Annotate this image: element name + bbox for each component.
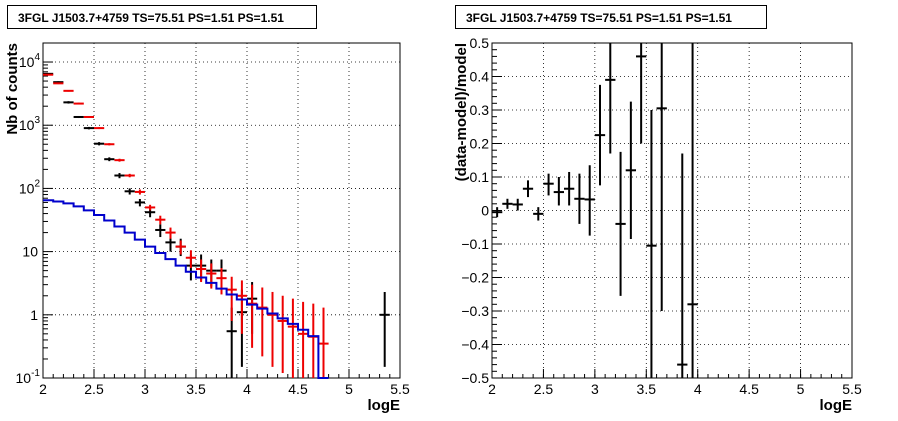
- y-tick-label: 10: [22, 244, 38, 260]
- y-tick-base: 10: [19, 54, 35, 70]
- right-chart-title: 3FGL J1503.7+4759 TS=75.51 PS=1.51 PS=1.…: [455, 5, 767, 29]
- x-axis-label: logE: [368, 397, 401, 414]
- y-tick-label: 0.5: [470, 35, 490, 51]
- x-tick-label: 2: [488, 381, 496, 397]
- y-tick-label: 1: [30, 307, 38, 323]
- left-chart-title: 3FGL J1503.7+4759 TS=75.51 PS=1.51 PS=1.…: [7, 5, 317, 29]
- y-tick-label: −0.3: [461, 303, 489, 319]
- y-tick-label: −0.5: [461, 370, 489, 386]
- y-tick-exponent: 4: [34, 52, 40, 63]
- y-tick-label: −0.2: [461, 270, 489, 286]
- y-tick-base: 10: [16, 370, 32, 386]
- x-tick-label: 4: [694, 381, 702, 397]
- y-tick-label: 103: [19, 115, 41, 133]
- x-tick-label: 5: [345, 381, 353, 397]
- y-tick-label: 0.3: [470, 102, 490, 118]
- y-tick-exponent: -1: [31, 368, 40, 379]
- right-plot: 2 2.5 3 3.5 4 4.5 5 5.5 −0.5 −0.4 −0.3 −0.2 −0.1 0 0.1…: [453, 35, 862, 414]
- x-tick-label: 2: [39, 381, 47, 397]
- x-tick-label: 4: [243, 381, 251, 397]
- plot-frame: [42, 42, 401, 379]
- x-tick-label: 2.5: [534, 381, 554, 397]
- step-line: [43, 199, 329, 379]
- y-tick-label: 0.4: [470, 69, 490, 85]
- y-axis-label: (data-model)/model: [453, 43, 470, 181]
- y-tick-exponent: 3: [34, 115, 40, 126]
- y-tick-base: 10: [19, 117, 35, 133]
- y-tick-base: 10: [19, 180, 35, 196]
- x-tick-label: 3.5: [186, 381, 206, 397]
- y-tick-label: 0.1: [470, 169, 490, 185]
- y-tick-label: 104: [19, 52, 41, 70]
- x-tick-label: 5.5: [390, 381, 410, 397]
- x-tick-label: 3: [141, 381, 149, 397]
- y-tick-label: 0: [481, 203, 489, 219]
- y-tick-exponent: 2: [34, 178, 40, 189]
- x-tick-label: 4.5: [739, 381, 759, 397]
- y-tick-label: 10-1: [16, 368, 41, 386]
- x-tick-label: 3.5: [637, 381, 657, 397]
- x-tick-label: 5: [797, 381, 805, 397]
- x-tick-label: 5.5: [842, 381, 862, 397]
- x-tick-label: 3: [591, 381, 599, 397]
- y-tick-label: −0.1: [461, 236, 489, 252]
- y-tick-label: −0.4: [461, 337, 489, 353]
- y-axis-label: Nb of counts: [4, 43, 21, 135]
- x-tick-label: 4.5: [288, 381, 308, 397]
- y-tick-label: 102: [19, 178, 41, 196]
- y-tick-label: 0.2: [470, 136, 490, 152]
- x-axis-label: logE: [820, 397, 853, 414]
- x-tick-label: 2.5: [84, 381, 104, 397]
